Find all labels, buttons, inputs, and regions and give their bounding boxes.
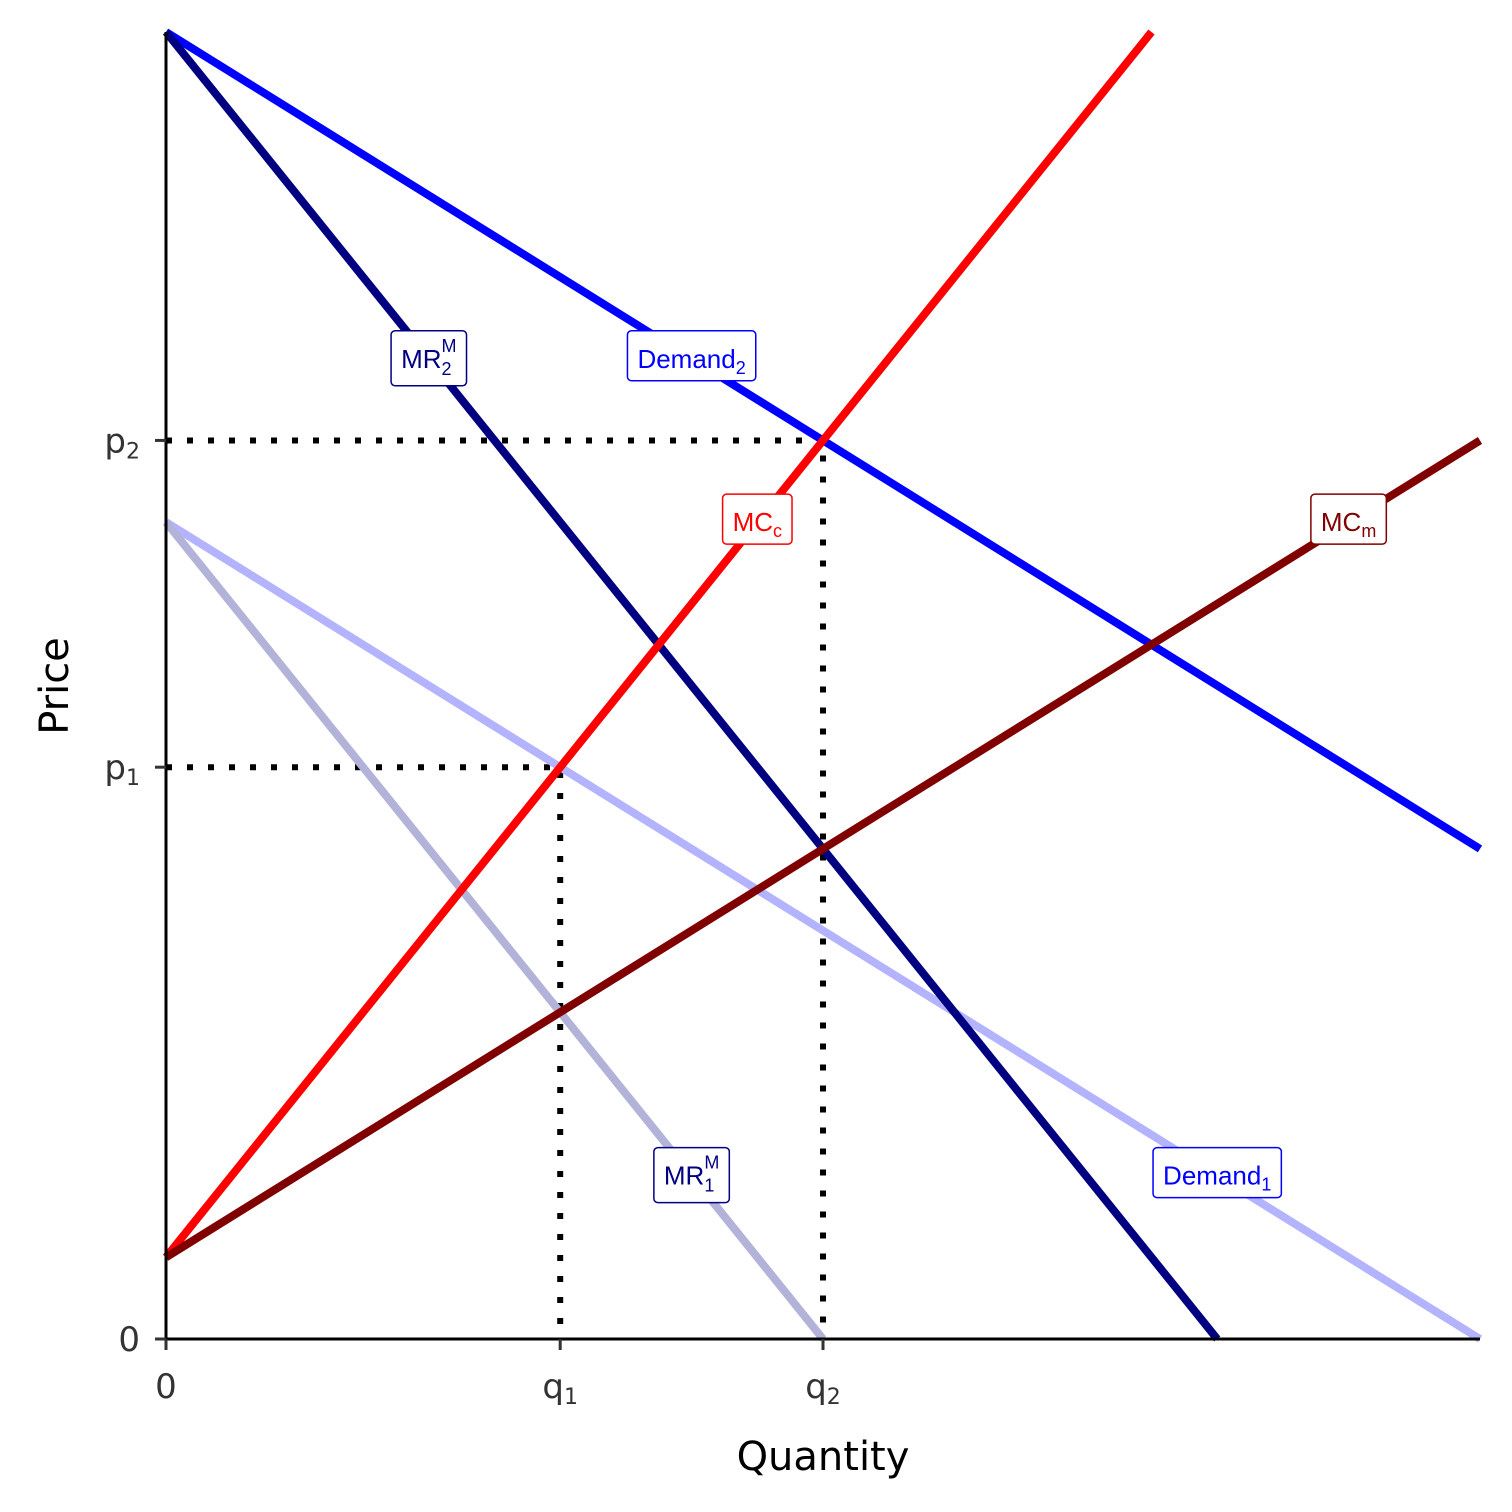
x-tick-0-label-base: 0 (155, 1367, 177, 1407)
curve-label-mr2m: MRM 2 (390, 330, 468, 387)
x-tick-0-label: 0 (155, 1367, 177, 1407)
curve-label-mr2m-sub: 2 (442, 359, 452, 379)
curve-label-mr1m-base: MR (664, 1161, 704, 1191)
curve-label-mr1m-sub: 1 (704, 1176, 714, 1196)
curve-label-mr1m: MRM 1 (653, 1146, 731, 1204)
curve-label-mr2m-box (390, 330, 468, 387)
curve-label-mcm-box (1310, 493, 1388, 545)
series-mcc-line (162, 29, 1155, 1260)
guide-line-2 (166, 437, 826, 1339)
curve-label-mr1m-box (653, 1146, 731, 1204)
curve-label-demand2-sub: 2 (736, 358, 746, 378)
curve-label-demand1-text: Demand1 (1163, 1161, 1271, 1195)
curve-label-mcm-sub: m (1361, 521, 1376, 541)
curve-label-mcc-base: MC (733, 507, 773, 537)
y-tick-p1-label-sub: 1 (126, 766, 140, 791)
y-tick-p2-label: p2 (104, 421, 140, 464)
x-axis-title: Quantity (737, 1434, 910, 1480)
curve-label-demand2: Demand2 (626, 330, 757, 382)
curve-label-mcc-box (721, 493, 793, 545)
curve-label-mr1m-text: MRM 1 (664, 1153, 719, 1196)
curve-label-mr2m-text: MRM 2 (401, 336, 456, 379)
curve-label-mcc-text: MCc (733, 507, 782, 541)
x-tick-q2-label-base: q (805, 1367, 827, 1407)
y-tick-p1-label-base: p (104, 748, 126, 788)
lines-layer (162, 28, 1483, 1343)
curve-label-demand2-base: Demand (637, 344, 735, 374)
y-tick-p2-label-sub: 2 (126, 439, 140, 464)
curve-label-mcc: MCc (721, 493, 793, 545)
y-tick-0-label-base: 0 (118, 1320, 140, 1360)
curve-label-demand1: Demand1 (1152, 1146, 1283, 1199)
curve-label-mr2m-base: MR (401, 344, 441, 374)
curve-label-demand1-base: Demand (1163, 1161, 1261, 1191)
curve-label-mr1m-sup: M (704, 1153, 719, 1173)
curve-label-mcc-sub: c (773, 521, 782, 541)
x-tick-q2-label: q2 (805, 1367, 841, 1410)
curve-label-demand1-box (1152, 1146, 1283, 1199)
curve-label-demand1-sub: 1 (1261, 1175, 1271, 1195)
series-mr1-line (162, 519, 827, 1342)
y-axis-title: Price (32, 637, 78, 735)
series-demand1-line (163, 518, 1483, 1343)
series-mr2-line (162, 29, 1221, 1342)
curve-label-mr2m-sup: M (442, 336, 457, 356)
y-tick-0-label: 0 (118, 1320, 140, 1360)
x-tick-q2-label-sub: 2 (827, 1385, 841, 1410)
curve-label-mcm-base: MC (1321, 507, 1361, 537)
y-tick-p1-label: p1 (104, 748, 140, 791)
x-tick-q1-label-sub: 1 (564, 1385, 578, 1410)
x-tick-q1-label-base: q (542, 1367, 564, 1407)
series-mcm-line (163, 437, 1483, 1261)
curve-label-demand2-box (626, 330, 757, 382)
x-tick-q1-label: q1 (542, 1367, 578, 1410)
guides-layer (166, 437, 826, 1339)
guide-line-1 (166, 764, 564, 1339)
curve-label-mcm-text: MCm (1321, 507, 1376, 541)
curve-label-demand2-text: Demand2 (637, 344, 745, 378)
curve-label-mcm: MCm (1310, 493, 1388, 545)
y-tick-p2-label-base: p (104, 421, 126, 461)
